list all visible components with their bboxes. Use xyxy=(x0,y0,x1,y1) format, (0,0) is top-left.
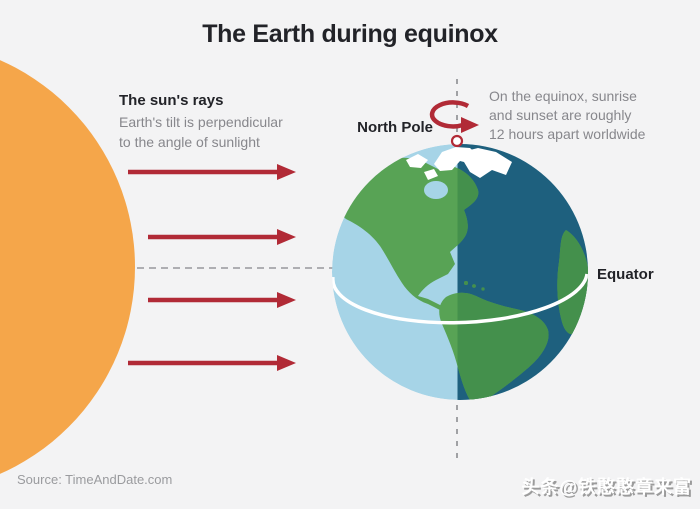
sun-rays-description-line2: to the angle of sunlight xyxy=(119,134,260,150)
sun-icon xyxy=(0,60,135,474)
page-title: The Earth during equinox xyxy=(202,20,498,48)
ray-arrow-icon xyxy=(148,229,296,245)
ray-arrow-icon xyxy=(148,292,296,308)
ray-arrow-icon xyxy=(128,355,296,371)
sun-rays-description: Earth's tilt is perpendicular to the ang… xyxy=(119,112,283,152)
sun-rays-description-line1: Earth's tilt is perpendicular xyxy=(119,114,283,130)
earth-globe xyxy=(332,144,588,400)
north-pole-marker xyxy=(450,134,464,148)
hudson-bay-shape xyxy=(424,181,448,199)
equinox-note-line2: and sunset are roughly xyxy=(489,107,632,123)
equinox-note-line1: On the equinox, sunrise xyxy=(489,88,637,104)
arctic-island-shape xyxy=(406,154,428,168)
arctic-island-shape xyxy=(424,169,438,180)
sun-rays-heading: The sun's rays xyxy=(119,92,224,109)
equinox-note: On the equinox, sunrise and sunset are r… xyxy=(489,87,645,144)
equator-line xyxy=(332,273,588,325)
sun-ray-arrows xyxy=(128,164,296,371)
watermark-text: 头条@铁憨憨章来富 xyxy=(521,477,692,497)
ray-arrow-icon xyxy=(128,164,296,180)
source-credit: Source: TimeAndDate.com xyxy=(17,472,173,487)
north-pole-label: North Pole xyxy=(357,119,433,136)
arctic-ice-shape xyxy=(462,148,512,178)
ice-caps xyxy=(406,147,512,180)
equator-label: Equator xyxy=(597,266,654,283)
rotation-arrow-icon xyxy=(429,100,479,133)
equinox-note-line3: 12 hours apart worldwide xyxy=(489,126,646,142)
